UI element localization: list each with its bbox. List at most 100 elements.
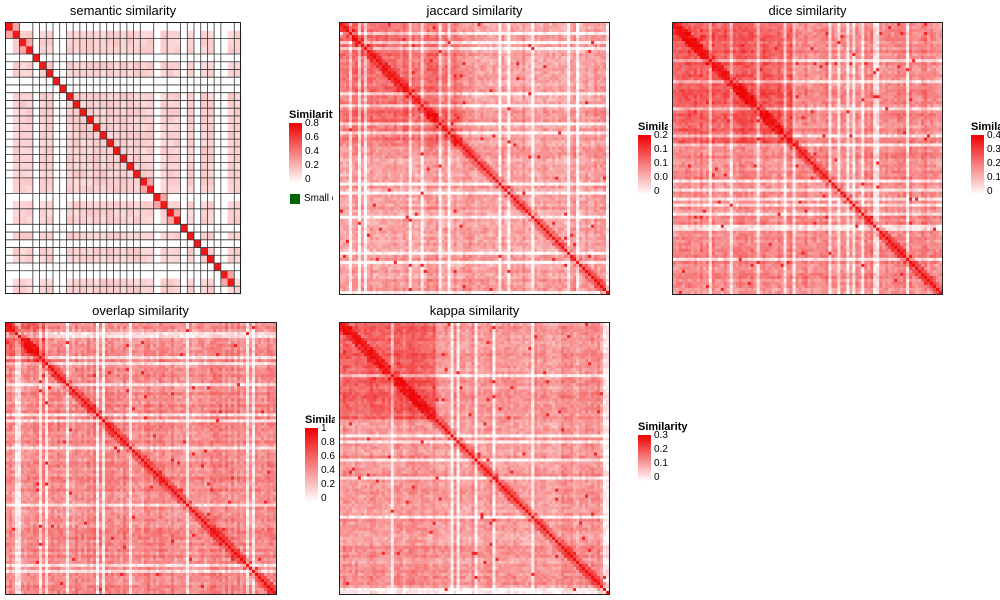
heatmap-cell [387, 32, 392, 36]
heatmap-cell [234, 239, 242, 248]
heatmap-cell [561, 47, 565, 51]
heatmap-cell [46, 23, 54, 32]
heatmap-cell [426, 137, 431, 141]
heatmap-cell [477, 89, 481, 93]
heatmap-cell [459, 107, 463, 111]
heatmap-cell [444, 134, 448, 138]
heatmap-cell [381, 47, 386, 51]
heatmap-cell [528, 65, 532, 69]
heatmap-cell [453, 35, 457, 39]
heatmap-cell [360, 86, 365, 90]
heatmap-cell [567, 56, 571, 60]
heatmap-cell [450, 38, 454, 42]
heatmap-cell [160, 208, 168, 217]
heatmap-cell [53, 193, 61, 202]
heatmap-cell [360, 89, 365, 93]
heatmap-cell [573, 95, 577, 99]
heatmap-cell [363, 35, 368, 39]
diagonal-cell [39, 61, 47, 70]
heatmap-cell [207, 131, 215, 140]
heatmap-cell [342, 104, 347, 108]
heatmap-cell [345, 134, 350, 138]
heatmap-cell [531, 137, 535, 141]
heatmap-cell [567, 92, 571, 96]
heatmap-cell [133, 108, 141, 117]
heatmap-cell [366, 92, 371, 96]
heatmap-cell [510, 89, 514, 93]
heatmap-cell [384, 134, 389, 138]
heatmap-cell [498, 110, 502, 114]
heatmap-cell [100, 278, 108, 287]
heatmap-cell [570, 125, 574, 129]
heatmap-cell [200, 123, 208, 132]
heatmap-cell [187, 162, 195, 171]
heatmap-cell [438, 47, 442, 51]
heatmap-cell [504, 116, 508, 120]
heatmap-cell [498, 59, 502, 63]
heatmap-cell [537, 104, 541, 108]
heatmap-cell [471, 74, 475, 78]
heatmap-cell [342, 26, 347, 30]
heatmap-cell [477, 119, 481, 123]
heatmap-cell [372, 104, 377, 108]
heatmap-cell [441, 104, 445, 108]
heatmap-cell [561, 140, 565, 144]
heatmap-cell [435, 89, 439, 93]
heatmap-cell [173, 69, 181, 78]
heatmap-cell [46, 278, 54, 287]
heatmap-cell [558, 137, 562, 141]
heatmap-cell [564, 26, 568, 30]
heatmap-cell [153, 216, 161, 225]
heatmap-cell [558, 47, 562, 51]
heatmap-cell [420, 26, 425, 30]
heatmap-cell [214, 201, 222, 210]
heatmap-cell [480, 38, 484, 42]
heatmap-cell [552, 89, 556, 93]
heatmap-cell [453, 119, 457, 123]
heatmap-cell [594, 125, 598, 129]
heatmap-cell [600, 131, 604, 135]
heatmap-cell [126, 100, 134, 109]
heatmap-cell [160, 69, 168, 78]
heatmap-cell [214, 208, 222, 217]
heatmap-cell [19, 278, 27, 287]
heatmap-cell [450, 83, 454, 87]
heatmap-cell [489, 125, 493, 129]
heatmap-cell [133, 53, 141, 63]
heatmap-cell [480, 95, 484, 99]
heatmap-cell [519, 101, 523, 105]
heatmap-cell [498, 92, 502, 96]
heatmap-cell [234, 38, 242, 47]
heatmap-cell [375, 89, 380, 93]
heatmap-cell [384, 128, 389, 132]
heatmap-cell [369, 38, 374, 42]
heatmap-cell [597, 128, 601, 132]
heatmap-cell [471, 86, 475, 90]
heatmap-cell [561, 98, 565, 102]
heatmap-cell [420, 77, 425, 81]
heatmap-cell [480, 137, 484, 141]
heatmap-cell [579, 29, 583, 33]
heatmap-cell [12, 108, 20, 117]
heatmap-cell [438, 59, 442, 63]
heatmap-cell [579, 41, 583, 45]
heatmap-cell [363, 47, 368, 51]
heatmap-cell [126, 193, 134, 202]
heatmap-cell [540, 110, 544, 114]
heatmap-cell [120, 100, 128, 109]
heatmap-cell [59, 162, 67, 171]
heatmap-cell [606, 137, 610, 141]
legend-colorbar: 0.8 0.6 0.4 0.2 0 [289, 118, 333, 185]
heatmap-cell [456, 122, 460, 126]
heatmap-cell [429, 56, 434, 60]
heatmap-cell [393, 26, 398, 30]
heatmap-cell [133, 247, 141, 256]
heatmap-cell [513, 134, 517, 138]
heatmap-cell [402, 116, 407, 120]
heatmap-cell [468, 98, 472, 102]
heatmap-cell [495, 32, 499, 36]
heatmap-cell [348, 56, 353, 60]
heatmap-cell [510, 44, 514, 48]
heatmap-cell [435, 134, 439, 138]
heatmap-cell [106, 255, 114, 264]
